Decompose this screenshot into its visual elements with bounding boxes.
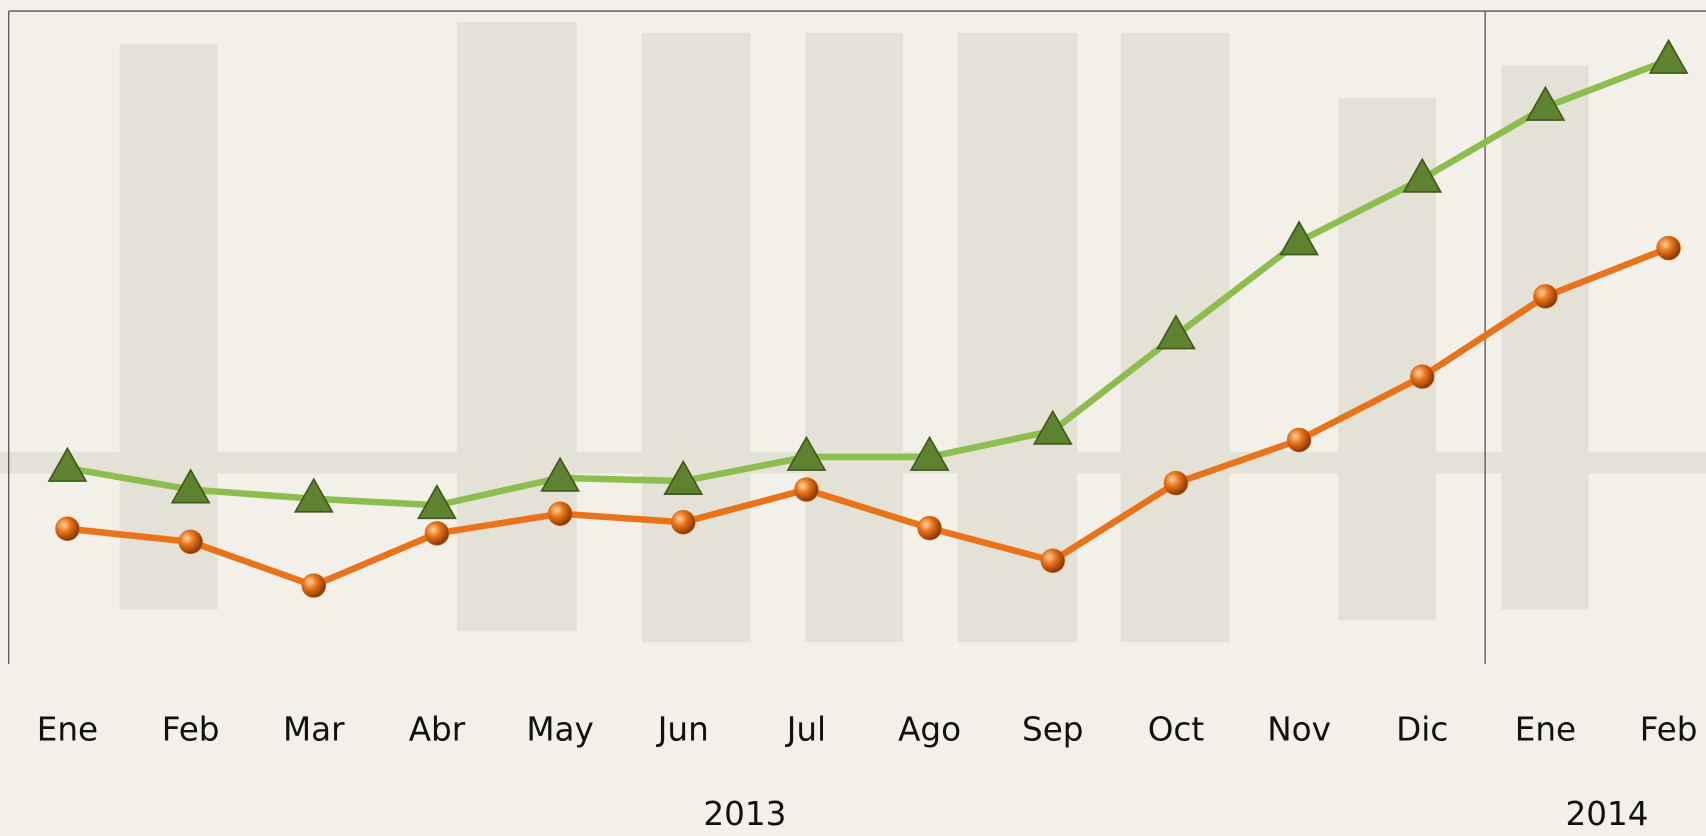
marker	[424, 521, 450, 546]
x-tick-label: Ene	[37, 710, 98, 748]
marker	[663, 459, 704, 495]
x-tick-label: Mar	[283, 710, 345, 748]
x-tick-label: Feb	[1640, 710, 1698, 748]
marker	[671, 509, 696, 535]
marker	[170, 468, 211, 504]
marker	[301, 573, 327, 598]
marker	[1656, 235, 1681, 261]
background-pattern	[0, 21, 1706, 643]
x-tick-label: Nov	[1267, 710, 1331, 748]
marker	[1648, 38, 1689, 74]
marker	[909, 435, 950, 471]
marker	[1163, 470, 1189, 496]
marker	[1156, 314, 1196, 350]
x-tick-label: Sep	[1022, 710, 1084, 748]
marker	[1525, 85, 1566, 121]
group-label: 2014	[1565, 795, 1648, 833]
marker	[417, 484, 457, 520]
marker	[794, 477, 819, 502]
marker	[293, 477, 334, 513]
x-tick-label: Ene	[1515, 710, 1576, 748]
x-tick-label: Oct	[1148, 710, 1205, 748]
x-tick-label: Abr	[409, 710, 466, 748]
marker	[917, 515, 942, 541]
marker	[1040, 548, 1065, 573]
group-label: 2013	[703, 795, 786, 833]
marker	[786, 435, 827, 471]
marker	[540, 456, 581, 492]
marker	[1032, 409, 1073, 445]
x-tick-label: Dic	[1396, 710, 1448, 748]
series-line	[67, 245, 1670, 589]
x-tick-label: Jul	[785, 710, 826, 748]
marker	[1279, 220, 1319, 256]
x-tick-label: Jun	[656, 710, 709, 748]
marker	[47, 446, 88, 482]
marker	[1410, 364, 1435, 389]
marker	[547, 501, 573, 526]
marker	[178, 529, 203, 555]
marker	[1402, 157, 1443, 193]
marker	[1286, 427, 1312, 453]
marker	[1533, 284, 1558, 309]
x-tick-label: Ago	[898, 710, 961, 748]
x-tick-label: Feb	[162, 710, 220, 748]
x-tick-label: May	[526, 710, 593, 748]
series-line	[66, 56, 1670, 509]
marker	[55, 516, 80, 541]
